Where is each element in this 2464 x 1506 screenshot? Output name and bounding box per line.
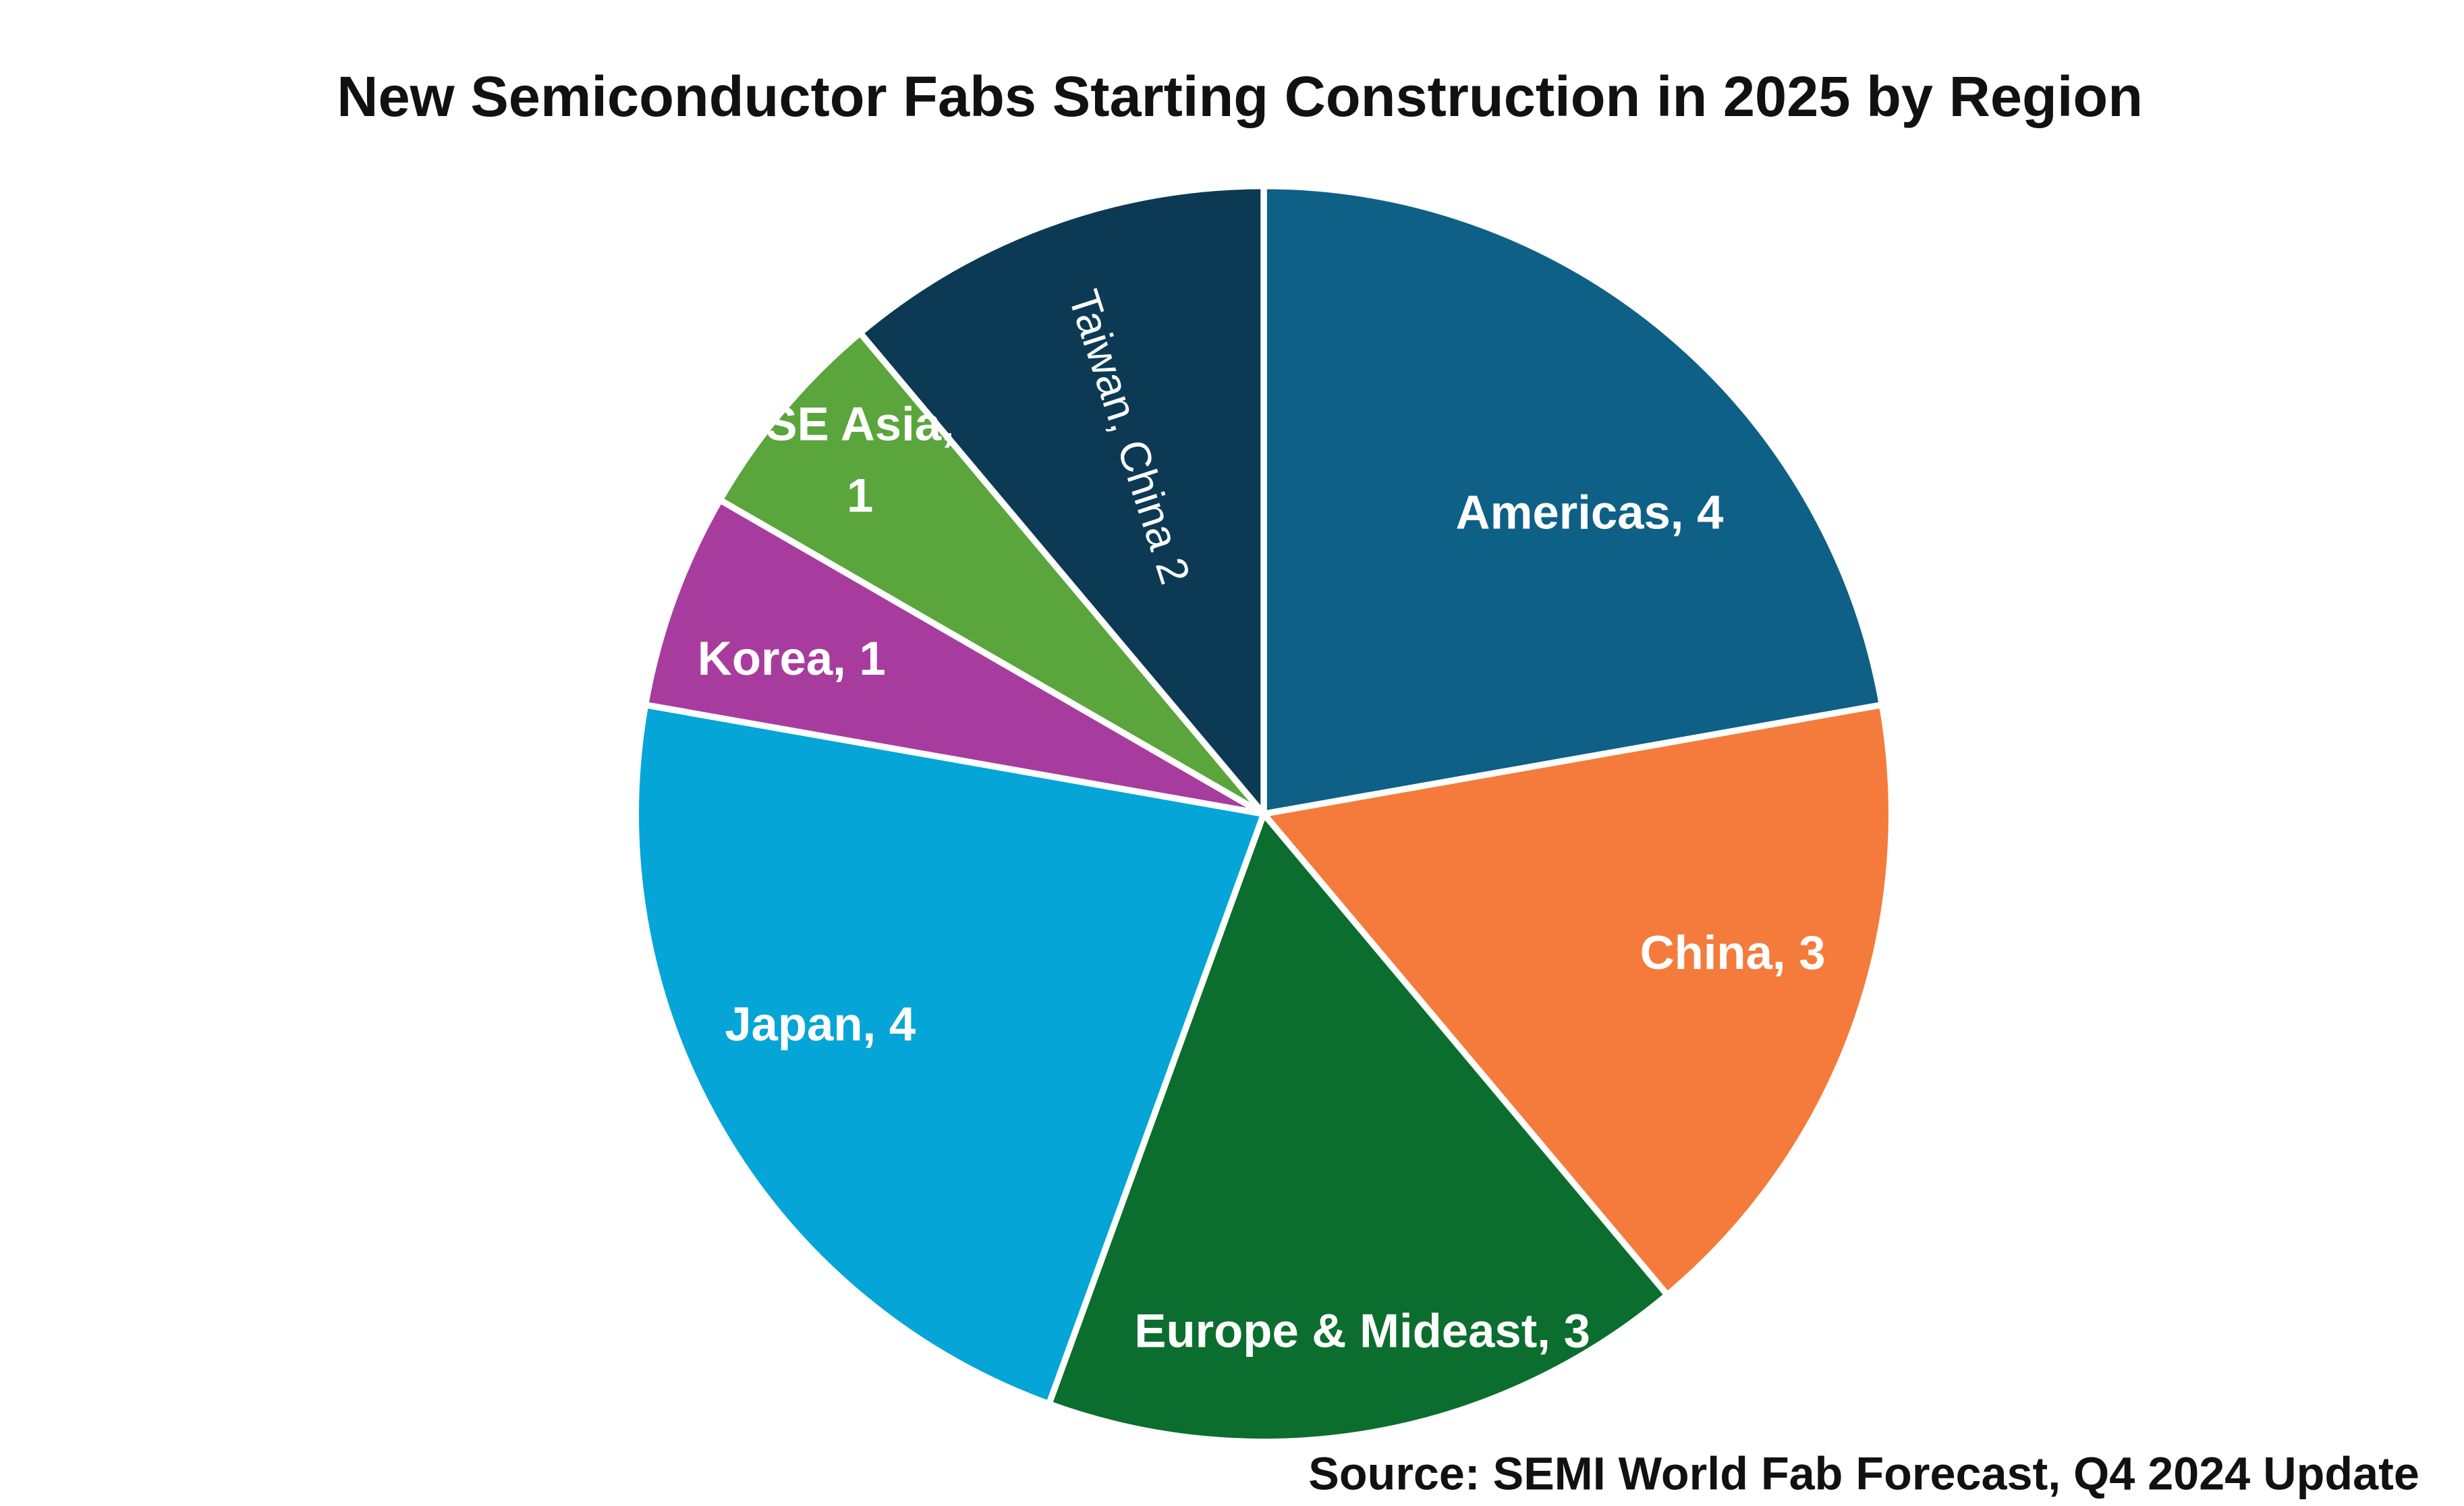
value-label: 4 <box>1697 487 1724 540</box>
pie-slice <box>856 182 1267 823</box>
value-label: 1 <box>846 470 874 524</box>
slice-label: Japan, 4 <box>725 990 916 1061</box>
pie-slice <box>642 495 1266 817</box>
category-label: China, <box>1640 927 1786 980</box>
chart-title: New Semiconductor Fabs Starting Construc… <box>337 63 2144 129</box>
category-label: Americas, <box>1455 487 1684 540</box>
category-label: Europe & Mideast, <box>1134 1306 1550 1359</box>
pie-slice <box>1260 182 1886 818</box>
pie-slice <box>1258 701 1895 1300</box>
category-label: Korea, <box>697 633 846 686</box>
category-label: SE Asia, <box>765 399 955 452</box>
source-note: Source: SEMI World Fab Forecast, Q4 2024… <box>1308 1449 2419 1501</box>
slice-label: China, 3 <box>1640 918 1826 990</box>
value-label: 1 <box>859 633 886 686</box>
value-label: 3 <box>1799 927 1826 980</box>
pie-slice <box>1044 807 1672 1445</box>
category-label: Japan, <box>725 999 876 1052</box>
pie-slice <box>632 701 1268 1408</box>
value-label: 3 <box>1563 1306 1590 1359</box>
slice-label: Americas, 4 <box>1456 478 1724 549</box>
pie-slice <box>715 328 1266 817</box>
slice-label: Europe & Mideast, 3 <box>1116 1296 1608 1368</box>
slice-label: SE Asia, 1 <box>756 389 963 532</box>
value-label: 4 <box>889 999 916 1052</box>
slice-label: Korea, 1 <box>698 624 886 696</box>
